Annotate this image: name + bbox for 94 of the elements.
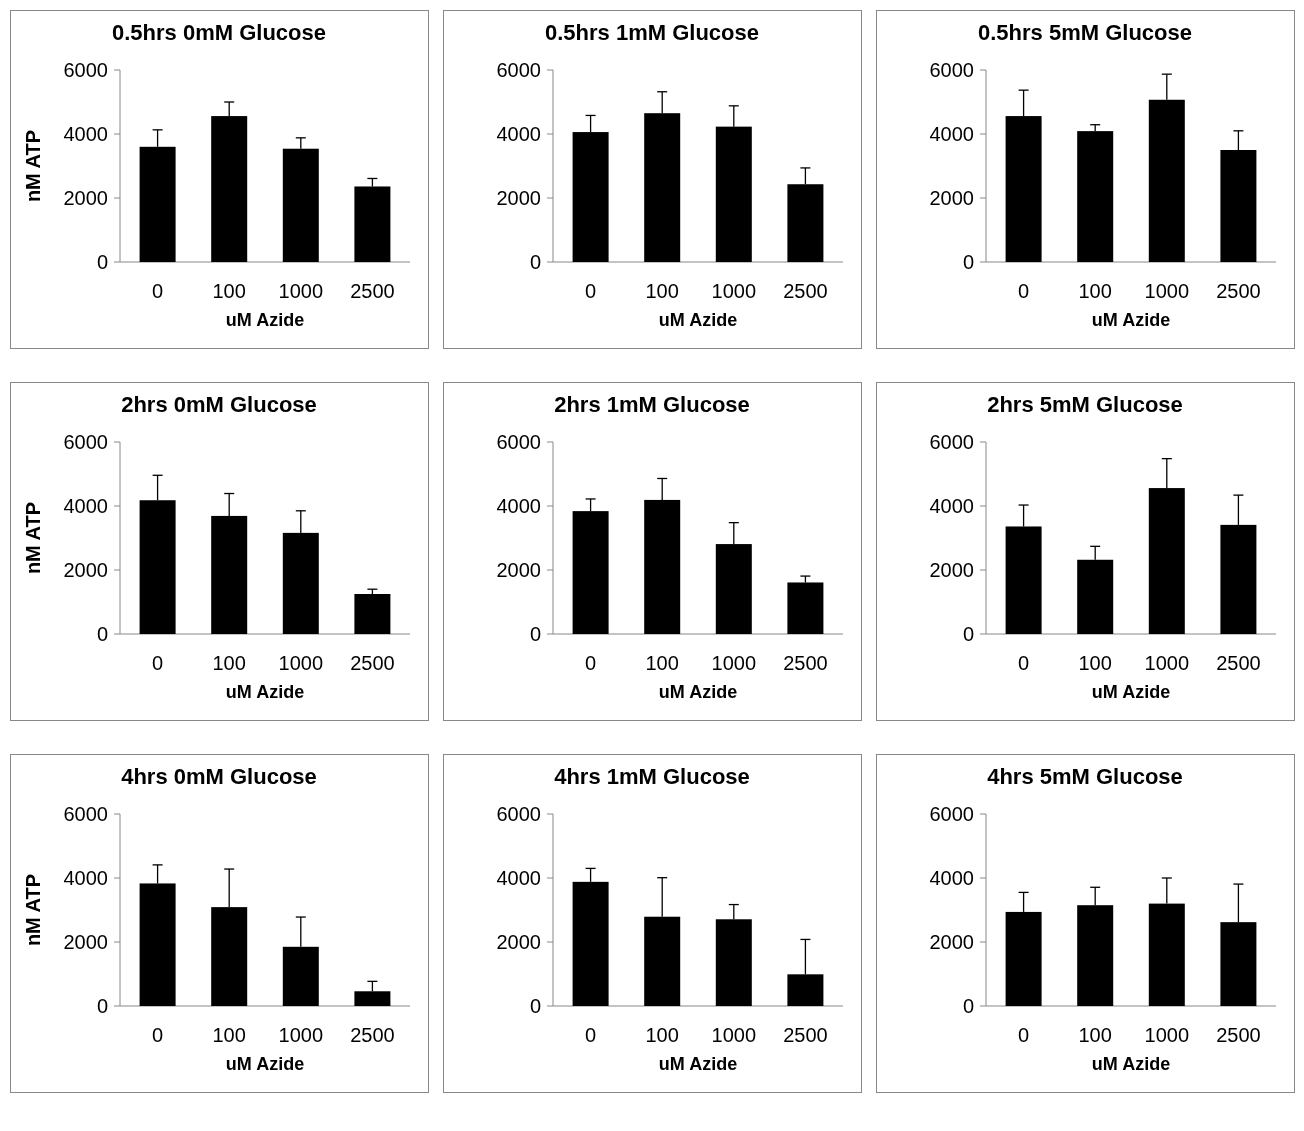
y-axis-title: nM ATP <box>22 873 44 947</box>
x-tick-label: 0 <box>585 280 597 302</box>
y-tick-label: 2000 <box>929 931 974 953</box>
x-tick-label: 1000 <box>278 1024 324 1046</box>
y-tick-label: 6000 <box>63 431 108 453</box>
x-tick-label: 0 <box>152 280 164 302</box>
x-tick-label: 1000 <box>711 1024 757 1046</box>
chart-title: 2hrs 0mM Glucose <box>121 392 317 417</box>
x-axis-title: uM Azide <box>1091 1054 1171 1074</box>
x-tick-label: 0 <box>1018 280 1030 302</box>
x-tick-label: 0 <box>1018 652 1030 674</box>
y-tick-label: 6000 <box>929 431 974 453</box>
y-axis-title: nM ATP <box>22 501 44 575</box>
bar <box>354 594 391 634</box>
x-tick-label: 0 <box>1018 1024 1030 1046</box>
y-tick-label: 6000 <box>929 803 974 825</box>
y-tick-label: 2000 <box>929 187 974 209</box>
y-tick-label: 6000 <box>63 803 108 825</box>
y-axis-title: nM ATP <box>22 129 44 203</box>
x-tick-label: 100 <box>645 1024 679 1046</box>
y-tick-label: 0 <box>529 995 541 1017</box>
x-tick-label: 100 <box>1078 1024 1112 1046</box>
x-axis-title: uM Azide <box>658 1054 738 1074</box>
chart-title: 0.5hrs 1mM Glucose <box>545 20 759 45</box>
y-tick-label: 2000 <box>496 931 541 953</box>
y-tick-label: 0 <box>529 623 541 645</box>
chart-title: 2hrs 5mM Glucose <box>987 392 1183 417</box>
y-tick-label: 0 <box>529 251 541 273</box>
y-tick-label: 2000 <box>496 559 541 581</box>
y-tick-label: 2000 <box>63 187 108 209</box>
x-tick-label: 1000 <box>711 280 757 302</box>
x-tick-label: 100 <box>212 1024 246 1046</box>
x-axis-title: uM Azide <box>658 682 738 702</box>
x-tick-label: 0 <box>585 1024 597 1046</box>
x-tick-label: 1000 <box>1144 1024 1190 1046</box>
y-tick-label: 0 <box>96 251 108 273</box>
x-axis-title: uM Azide <box>658 310 738 330</box>
y-tick-label: 2000 <box>929 559 974 581</box>
x-axis-title: uM Azide <box>225 310 305 330</box>
y-tick-label: 6000 <box>929 59 974 81</box>
y-tick-label: 4000 <box>929 867 974 889</box>
x-tick-label: 2500 <box>350 1024 395 1046</box>
y-tick-label: 6000 <box>496 59 541 81</box>
x-axis-title: uM Azide <box>225 1054 305 1074</box>
y-tick-label: 0 <box>962 995 974 1017</box>
x-tick-label: 1000 <box>1144 280 1190 302</box>
x-tick-label: 2500 <box>350 280 395 302</box>
y-tick-label: 4000 <box>63 495 108 517</box>
chart-title: 0.5hrs 5mM Glucose <box>978 20 1192 45</box>
y-tick-label: 6000 <box>496 431 541 453</box>
x-tick-label: 100 <box>1078 280 1112 302</box>
x-tick-label: 2500 <box>1216 652 1261 674</box>
y-tick-label: 0 <box>96 623 108 645</box>
x-tick-label: 0 <box>585 652 597 674</box>
x-tick-label: 100 <box>212 280 246 302</box>
chart-title: 4hrs 5mM Glucose <box>987 764 1183 789</box>
x-tick-label: 1000 <box>278 280 324 302</box>
chart-title: 4hrs 0mM Glucose <box>121 764 317 789</box>
x-tick-label: 100 <box>645 280 679 302</box>
x-tick-label: 2500 <box>783 1024 828 1046</box>
y-tick-label: 0 <box>962 251 974 273</box>
x-tick-label: 100 <box>1078 652 1112 674</box>
x-tick-label: 1000 <box>278 652 324 674</box>
y-tick-label: 4000 <box>929 123 974 145</box>
x-tick-label: 2500 <box>783 280 828 302</box>
y-tick-label: 4000 <box>496 123 541 145</box>
x-tick-label: 100 <box>212 652 246 674</box>
y-tick-label: 6000 <box>63 59 108 81</box>
x-tick-label: 2500 <box>1216 280 1261 302</box>
x-tick-label: 2500 <box>783 652 828 674</box>
y-tick-label: 2000 <box>63 931 108 953</box>
x-tick-label: 1000 <box>711 652 757 674</box>
y-tick-label: 4000 <box>929 495 974 517</box>
chart-title: 4hrs 1mM Glucose <box>554 764 750 789</box>
x-axis-title: uM Azide <box>225 682 305 702</box>
y-tick-label: 4000 <box>496 495 541 517</box>
x-tick-label: 1000 <box>1144 652 1190 674</box>
y-tick-label: 0 <box>96 995 108 1017</box>
x-axis-title: uM Azide <box>1091 310 1171 330</box>
y-tick-label: 0 <box>962 623 974 645</box>
x-tick-label: 0 <box>152 652 164 674</box>
y-tick-label: 2000 <box>496 187 541 209</box>
chart-title: 0.5hrs 0mM Glucose <box>112 20 326 45</box>
y-tick-label: 4000 <box>496 867 541 889</box>
y-tick-label: 6000 <box>496 803 541 825</box>
x-axis-title: uM Azide <box>1091 682 1171 702</box>
y-tick-label: 4000 <box>63 867 108 889</box>
y-tick-label: 4000 <box>63 123 108 145</box>
x-tick-label: 100 <box>645 652 679 674</box>
x-tick-label: 0 <box>152 1024 164 1046</box>
x-tick-label: 2500 <box>1216 1024 1261 1046</box>
y-tick-label: 2000 <box>63 559 108 581</box>
chart-title: 2hrs 1mM Glucose <box>554 392 750 417</box>
x-tick-label: 2500 <box>350 652 395 674</box>
